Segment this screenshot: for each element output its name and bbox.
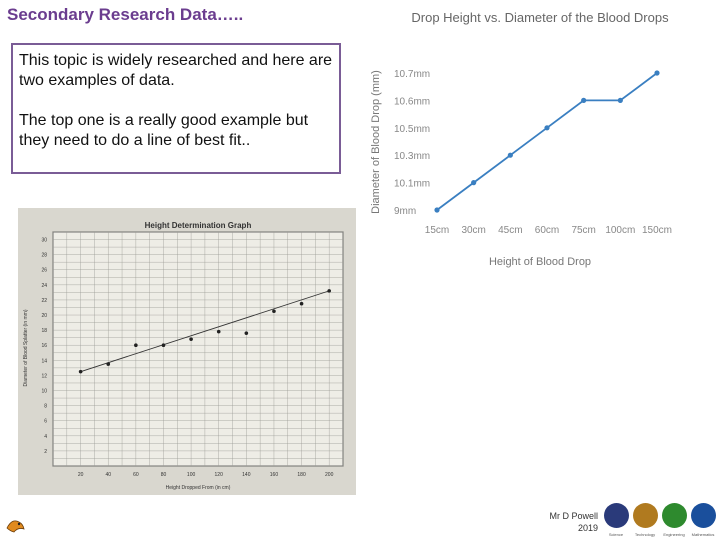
photo-data-point	[106, 362, 111, 366]
photo-x-tick-label: 140	[242, 472, 251, 478]
technology-caption: Technology	[634, 532, 656, 537]
photo-data-point	[161, 343, 166, 348]
top-x-tick-label: 150cm	[642, 225, 672, 236]
slide-title: Secondary Research Data…..	[7, 5, 244, 24]
top-y-tick-label: 9mm	[394, 206, 416, 217]
photo-y-tick-label: 16	[41, 343, 47, 349]
photo-trendline	[80, 290, 330, 373]
photo-data-point	[299, 301, 304, 306]
photo-x-tick-label: 100	[187, 472, 196, 478]
photo-y-tick-label: 24	[41, 283, 47, 289]
author-year: 2019	[577, 523, 598, 533]
photo-graph: Height Determination Graph 20 40 60 80 100 120…	[18, 208, 356, 495]
author-credit: Mr D Powell 2019	[520, 510, 598, 534]
bird-icon	[6, 520, 25, 533]
photo-x-tick-label: 180	[297, 472, 306, 478]
top-line-chart: Drop Height vs. Diameter of the Blood Dr…	[370, 10, 672, 268]
photo-y-tick-label: 2	[44, 449, 47, 455]
photo-y-tick-label: 30	[41, 238, 47, 244]
photo-x-tick-label: 60	[133, 472, 139, 478]
photo-x-tick-label: 40	[105, 472, 111, 478]
photo-y-tick-label: 26	[41, 268, 47, 274]
science-caption: Science	[608, 532, 624, 537]
text-paragraph-1: This topic is widely researched and here…	[19, 52, 333, 89]
top-data-point	[617, 97, 623, 103]
stem-logos: Science Technology Engineering Mathemati…	[602, 503, 720, 540]
top-data-point	[507, 152, 513, 158]
mathematics-logo-icon	[691, 503, 716, 528]
photo-data-point	[244, 331, 249, 335]
photo-data-point	[78, 369, 83, 374]
photo-y-tick-label: 6	[44, 419, 47, 425]
top-y-axis-label: Diameter of Blood Drop (mm)	[370, 70, 382, 214]
top-data-point	[434, 207, 440, 213]
mathematics-caption: Mathematics	[691, 532, 715, 537]
photo-y-tick-label: 28	[41, 253, 47, 259]
photo-x-tick-label: 120	[215, 472, 224, 478]
photo-y-tick-label: 18	[41, 328, 47, 334]
top-chart-title: Drop Height vs. Diameter of the Blood Dr…	[411, 10, 669, 25]
photo-x-axis-label: Height Dropped From (in cm)	[166, 485, 231, 491]
photo-x-tick-label: 160	[270, 472, 279, 478]
top-x-tick-label: 15cm	[425, 225, 449, 236]
top-x-tick-label: 30cm	[461, 225, 485, 236]
top-y-tick-label: 10.6mm	[394, 96, 430, 107]
photo-x-tick-label: 200	[325, 472, 334, 478]
text-box: This topic is widely researched and here…	[11, 43, 341, 174]
top-data-point	[581, 97, 587, 103]
photo-y-tick-label: 4	[44, 434, 47, 440]
technology-logo-icon	[633, 503, 658, 528]
author-name: Mr D Powell	[549, 511, 598, 521]
engineering-caption: Engineering	[663, 532, 685, 537]
photo-y-tick-label: 8	[44, 404, 47, 410]
photo-plot-area	[52, 231, 344, 467]
photo-y-tick-label: 14	[41, 358, 47, 364]
top-x-tick-label: 75cm	[571, 225, 595, 236]
photo-data-point	[327, 289, 331, 293]
top-y-tick-label: 10.5mm	[394, 124, 430, 135]
photo-x-tick-label: 20	[78, 472, 84, 478]
top-y-tick-label: 10.1mm	[394, 179, 430, 190]
photo-scatter-chart: Height Determination Graph 20 40 60 80 100 120…	[23, 221, 344, 491]
photo-y-tick-label: 10	[41, 389, 47, 395]
photo-y-tick-label: 22	[41, 298, 47, 304]
photo-x-tick-label: 80	[161, 472, 167, 478]
photo-data-point	[189, 337, 193, 341]
photo-data-point	[216, 329, 221, 334]
top-y-tick-label: 10.3mm	[394, 151, 430, 162]
engineering-logo-icon	[662, 503, 687, 528]
photo-data-point	[134, 343, 138, 348]
photo-y-tick-label: 12	[41, 373, 47, 379]
top-y-tick-label: 10.7mm	[394, 69, 430, 80]
top-x-axis-label: Height of Blood Drop	[489, 256, 591, 268]
top-x-tick-label: 60cm	[535, 225, 559, 236]
top-x-tick-label: 45cm	[498, 225, 522, 236]
top-series-line	[436, 72, 658, 211]
top-data-point	[654, 70, 660, 76]
photo-y-axis-label: Diameter of Blood Splatter (in mm)	[23, 309, 29, 386]
science-logo-icon	[604, 503, 629, 528]
photo-y-tick-label: 20	[41, 313, 47, 319]
photo-data-point	[272, 309, 276, 314]
top-x-tick-label: 100cm	[605, 225, 635, 236]
top-data-point	[544, 125, 550, 131]
top-data-point	[471, 180, 477, 186]
photo-chart-title: Height Determination Graph	[145, 221, 252, 230]
text-paragraph-2: The top one is a really good example but…	[19, 112, 309, 149]
